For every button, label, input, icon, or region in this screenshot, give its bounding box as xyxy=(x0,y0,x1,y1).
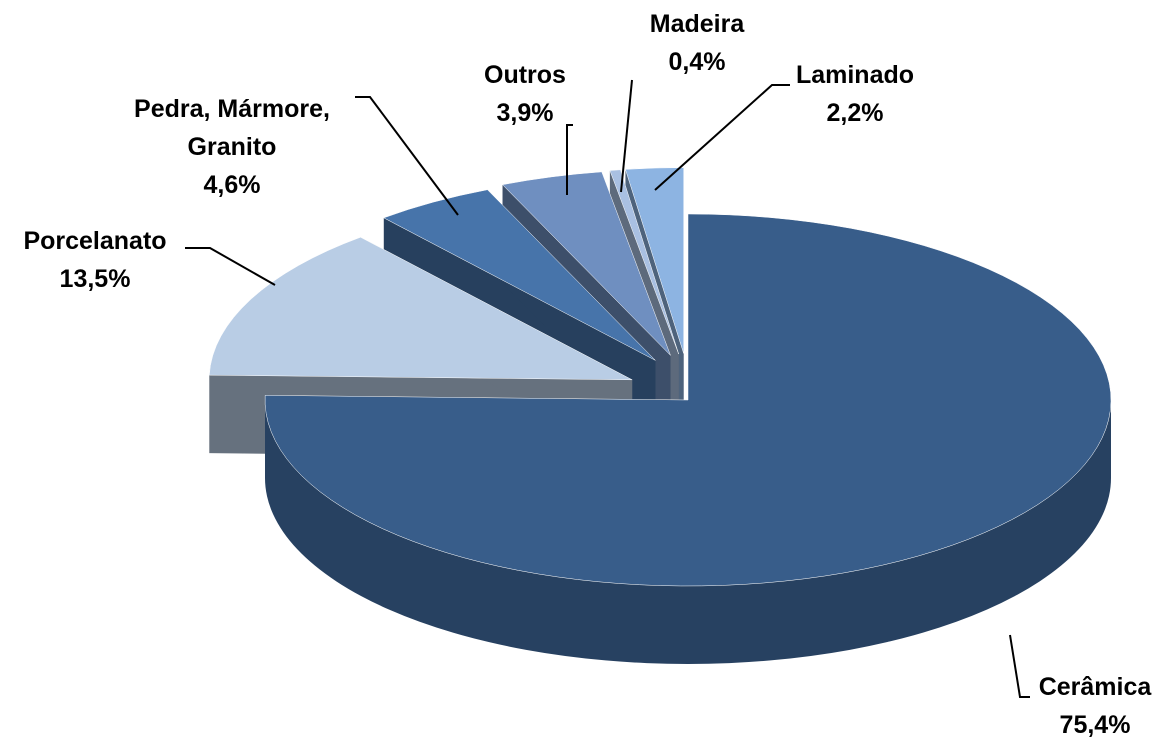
value-label: 75,4% xyxy=(1059,711,1131,739)
leader-line xyxy=(566,124,573,195)
data-label: Outros 3,9% xyxy=(465,56,585,132)
category-label: Pedra, Mármore, Granito xyxy=(134,95,330,161)
category-label: Laminado xyxy=(795,61,915,89)
leader-line xyxy=(355,96,459,216)
value-label: 3,9% xyxy=(496,99,554,127)
data-label: Madeira 0,4% xyxy=(627,5,767,81)
category-label: Outros xyxy=(484,61,566,89)
category-label: Porcelanato xyxy=(23,227,167,255)
data-label: Laminado 2,2% xyxy=(775,56,935,132)
data-label: Cerâmica 75,4% xyxy=(1020,668,1170,739)
data-label: Porcelanato 13,5% xyxy=(0,222,190,298)
category-label: Madeira xyxy=(649,10,745,38)
value-label: 2,2% xyxy=(826,99,884,127)
slice xyxy=(625,167,684,354)
value-label: 4,6% xyxy=(203,171,261,199)
slice xyxy=(383,189,656,361)
leader-line xyxy=(1009,634,1030,698)
category-label: Cerâmica xyxy=(1038,673,1152,701)
slice xyxy=(209,236,633,381)
slice xyxy=(609,169,679,355)
value-label: 13,5% xyxy=(59,265,131,293)
leader-line xyxy=(620,79,633,193)
slice xyxy=(264,213,1112,587)
value-label: 0,4% xyxy=(668,48,726,76)
leader-line xyxy=(654,84,790,191)
data-label: Pedra, Mármore, Granito 4,6% xyxy=(97,90,367,204)
leader-line xyxy=(185,247,276,286)
slice-side xyxy=(265,400,1111,664)
slice xyxy=(502,171,671,356)
